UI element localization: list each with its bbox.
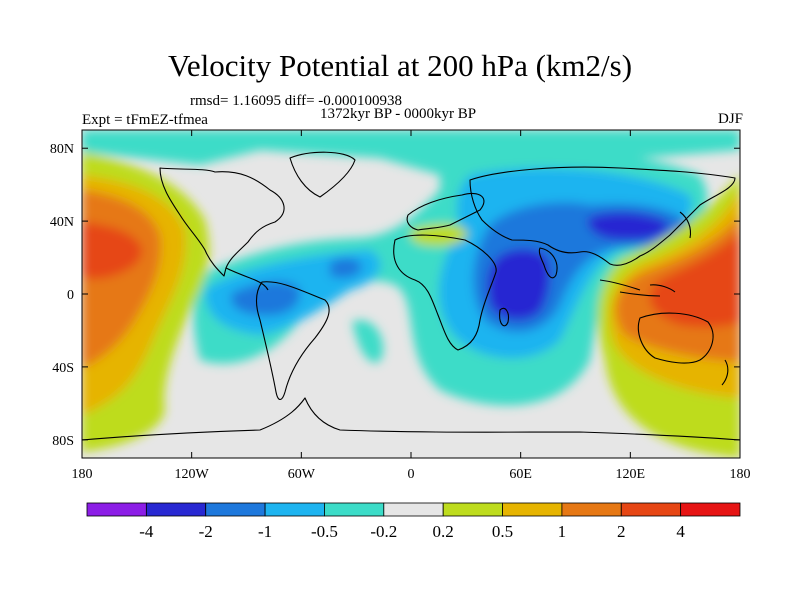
- contour-field: [82, 130, 740, 458]
- colorbar-label: -2: [199, 522, 213, 541]
- colorbar-label: 0.2: [433, 522, 454, 541]
- stats-line: rmsd= 1.16095 diff= -0.000100938: [190, 93, 403, 109]
- y-tick-label: 80S: [52, 434, 74, 449]
- colorbar-swatch: [680, 502, 741, 517]
- colorbar-swatch: [205, 502, 266, 517]
- colorbar-label: 0.5: [492, 522, 513, 541]
- y-tick-label: 0: [67, 288, 74, 303]
- colorbar-label: -4: [139, 522, 154, 541]
- colorbar-label: -0.5: [311, 522, 338, 541]
- experiment-label: Expt = tFmEZ-tfmea: [82, 112, 208, 128]
- y-tick-label: 40N: [50, 215, 74, 230]
- x-tick-label: 180: [730, 467, 751, 482]
- chart-title: Velocity Potential at 200 hPa (km2/s): [167, 48, 633, 83]
- x-tick-label: 60E: [509, 467, 532, 482]
- colorbar-swatch: [324, 502, 385, 517]
- colorbar-label: 4: [676, 522, 685, 541]
- x-tick-label: 120E: [616, 467, 646, 482]
- colorbar-label: -1: [258, 522, 272, 541]
- contour-bands: [82, 130, 740, 458]
- axis-ticks: [81, 130, 741, 458]
- axis-tick-labels: 180 120W 60W 0 60E 120E 180 80N 40N 0 40S 80S: [50, 142, 751, 482]
- season-label: DJF: [717, 111, 743, 127]
- colorbar-labels: -4 -2 -1 -0.5 -0.2 0.2 0.5 1 2 4: [139, 522, 685, 541]
- colorbar-swatch: [383, 502, 444, 517]
- x-tick-label: 120W: [175, 467, 210, 482]
- coastlines: [82, 151, 740, 441]
- colorbar-swatch: [86, 502, 147, 517]
- colorbar-label: 1: [558, 522, 567, 541]
- colorbar-swatch: [442, 502, 503, 517]
- colorbar-label: -0.2: [370, 522, 397, 541]
- x-tick-label: 0: [408, 467, 415, 482]
- x-tick-label: 60W: [288, 467, 316, 482]
- colorbar-swatch: [502, 502, 563, 517]
- colorbar-swatch: [145, 502, 207, 517]
- x-tick-label: 180: [72, 467, 93, 482]
- colorbar-swatch: [561, 502, 622, 517]
- colorbar-label: 2: [617, 522, 626, 541]
- y-tick-label: 40S: [52, 361, 74, 376]
- colorbar-swatch: [620, 502, 682, 517]
- y-tick-label: 80N: [50, 142, 74, 157]
- colorbar: [86, 502, 741, 517]
- colorbar-swatch: [264, 502, 325, 517]
- period-line: 1372kyr BP - 0000kyr BP: [320, 106, 477, 122]
